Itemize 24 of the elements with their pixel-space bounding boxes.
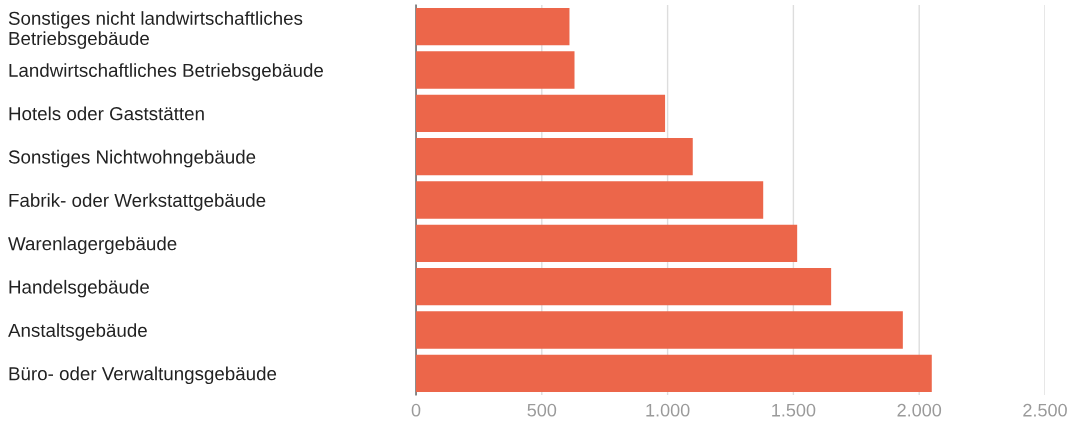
y-tick-label: Handelsgebäude [9, 279, 149, 298]
bar [416, 268, 832, 306]
bar [416, 94, 666, 132]
y-tick-label: Hotels oder Gaststätten [9, 106, 204, 121]
bar [416, 51, 575, 89]
x-tick-label: 500 [527, 403, 557, 417]
x-tick-label: 1.500 [772, 403, 816, 417]
y-tick-label: Sonstiges Nichtwohngebäude [8, 149, 256, 168]
y-tick-label: Warenlagergebäude [8, 236, 177, 255]
bar [416, 8, 570, 46]
bar [416, 138, 693, 176]
bar [416, 224, 798, 262]
y-tick-label: Fabrik- oder Werkstattgebäude [9, 193, 266, 211]
x-tick-label: 0 [411, 403, 421, 417]
x-tick-label: 1.000 [646, 403, 690, 417]
x-tick-label: 2.500 [1023, 403, 1067, 417]
y-tick-label: Sonstiges nicht landwirtschaftliches Betriebsgebäude [8, 11, 303, 49]
y-tick-label: Büro- oder Verwaltungsgebäude [9, 366, 277, 385]
bar [416, 181, 764, 219]
bar [416, 354, 932, 392]
x-tick-label: 2.000 [897, 403, 942, 417]
bar [416, 311, 903, 349]
y-tick-label: Anstaltsgebäude [8, 323, 147, 341]
y-tick-label: Landwirtschaftliches Betriebsgebäude [9, 63, 323, 81]
